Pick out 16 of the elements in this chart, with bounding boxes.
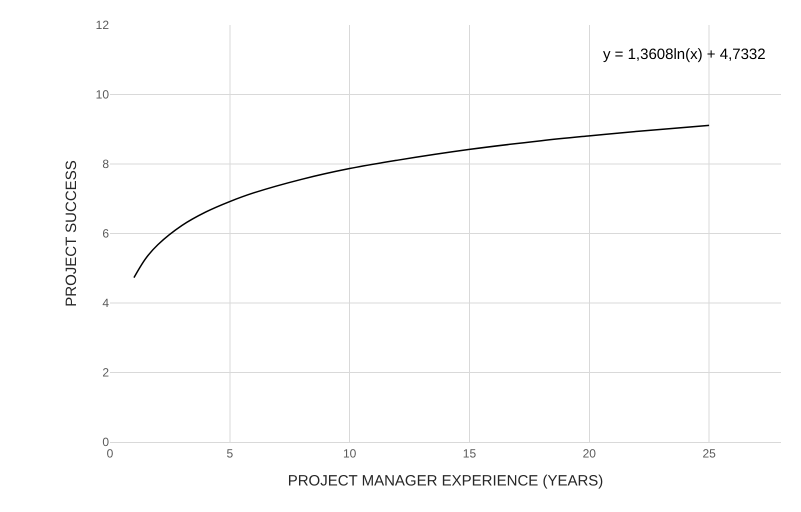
- x-tick-label: 25: [702, 446, 716, 460]
- y-tick-label: 2: [102, 366, 110, 380]
- y-tick-label: 8: [102, 157, 110, 172]
- y-tick-label: 6: [102, 226, 110, 241]
- y-tick-label: 4: [102, 296, 110, 310]
- y-tick-label: 0: [102, 435, 110, 450]
- y-tick-label: 12: [96, 18, 110, 32]
- x-tick-label: 20: [582, 446, 596, 460]
- annotation: y = 1,3608ln(x) + 4,7332: [603, 46, 766, 63]
- y-axis-title: PROJECT SUCCESS: [62, 160, 80, 307]
- x-tick-label: 15: [462, 446, 476, 460]
- x-axis-title: PROJECT MANAGER EXPERIENCE (YEARS): [288, 472, 604, 490]
- x-tick-label: 5: [226, 446, 234, 460]
- y-tick-label: 10: [96, 88, 110, 102]
- x-tick-label: 10: [342, 446, 357, 460]
- line-series: [133, 124, 710, 278]
